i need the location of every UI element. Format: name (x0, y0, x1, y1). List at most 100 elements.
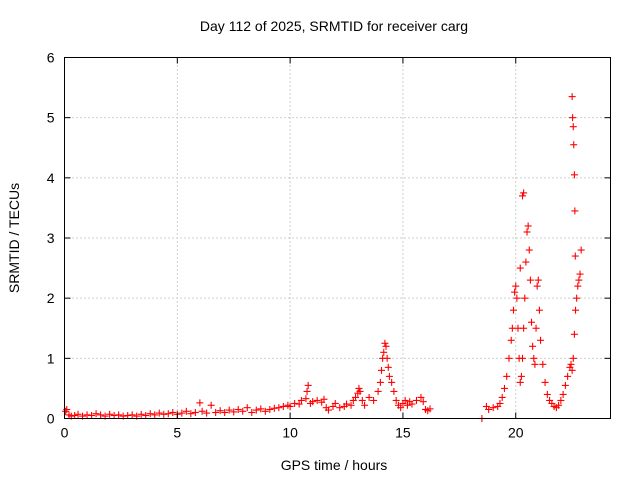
data-point (182, 407, 190, 415)
data-point (331, 399, 339, 407)
data-point (239, 407, 247, 415)
data-point (573, 294, 581, 302)
data-point (297, 396, 305, 404)
y-tick-label-1: 1 (47, 350, 55, 366)
y-tick-label-3: 3 (47, 230, 55, 246)
y-tick-label-0: 0 (47, 411, 55, 427)
data-point (198, 407, 206, 415)
data-point (196, 399, 204, 407)
data-point (531, 360, 539, 368)
chart-title: Day 112 of 2025, SRMTID for receiver car… (200, 18, 468, 34)
data-point (516, 378, 524, 386)
data-point (275, 404, 283, 412)
axis-ticks: 0 5 10 15 20 0 1 2 3 4 5 6 (47, 50, 611, 441)
x-tick-label-1: 5 (173, 425, 181, 441)
data-point (97, 411, 105, 419)
data-point (564, 372, 572, 380)
data-point (519, 192, 527, 200)
data-point (511, 288, 519, 296)
data-point (309, 398, 317, 406)
data-point (383, 354, 391, 362)
data-point (376, 378, 384, 386)
data-point (417, 393, 425, 401)
x-tick-label-3: 15 (395, 425, 411, 441)
data-point (520, 324, 528, 332)
data-point (555, 401, 563, 409)
data-point (569, 354, 577, 362)
data-point (124, 411, 132, 419)
data-point (374, 387, 382, 395)
data-point (83, 411, 91, 419)
data-point (392, 396, 400, 404)
data-points (62, 93, 585, 422)
data-point (203, 409, 211, 417)
data-point (352, 393, 360, 401)
data-point (164, 410, 172, 418)
data-point (412, 396, 420, 404)
data-point (106, 410, 114, 418)
data-point (257, 405, 265, 413)
data-point (533, 282, 541, 290)
data-point (295, 400, 303, 408)
data-point (522, 258, 530, 266)
data-point (266, 405, 274, 413)
data-point (512, 282, 520, 290)
data-point (561, 381, 569, 389)
data-point (397, 404, 405, 412)
data-point (520, 189, 528, 197)
data-point (385, 372, 393, 380)
data-point (155, 409, 163, 417)
data-point (528, 318, 536, 326)
data-point (577, 246, 585, 254)
data-point (401, 396, 409, 404)
data-point (343, 400, 351, 408)
data-point (358, 396, 366, 404)
data-point (507, 336, 515, 344)
data-point (496, 399, 504, 407)
data-point (543, 390, 551, 398)
data-point (291, 399, 299, 407)
data-point (521, 294, 529, 302)
data-point (365, 393, 373, 401)
data-point (535, 306, 543, 314)
data-point (286, 402, 294, 410)
data-point (489, 404, 497, 412)
data-point (302, 395, 310, 403)
data-point (320, 395, 328, 403)
data-point (541, 378, 549, 386)
data-point (403, 401, 411, 409)
data-point (356, 387, 364, 395)
data-point (221, 408, 229, 416)
data-point (513, 294, 521, 302)
data-point (304, 381, 312, 389)
data-point (572, 306, 580, 314)
data-point (115, 411, 123, 419)
data-point (525, 246, 533, 254)
data-point (509, 306, 517, 314)
y-tick-label-2: 2 (47, 290, 55, 306)
y-tick-label-6: 6 (47, 50, 55, 66)
data-point (498, 393, 506, 401)
data-point (216, 407, 224, 415)
y-tick-label-5: 5 (47, 110, 55, 126)
data-point (390, 387, 398, 395)
data-point (575, 276, 583, 284)
data-point (519, 354, 527, 362)
data-point (313, 396, 321, 404)
data-point (574, 282, 582, 290)
data-point (559, 390, 567, 398)
data-point (526, 276, 534, 284)
data-point (530, 354, 538, 362)
data-point (569, 114, 577, 122)
data-point (500, 384, 508, 392)
data-point (243, 404, 251, 412)
data-point (568, 366, 576, 374)
data-point (426, 405, 434, 413)
data-point (537, 336, 545, 344)
x-axis-label: GPS time / hours (281, 457, 388, 473)
data-point (178, 409, 186, 417)
data-point (569, 123, 577, 131)
data-point (408, 400, 416, 408)
data-point (212, 408, 220, 416)
